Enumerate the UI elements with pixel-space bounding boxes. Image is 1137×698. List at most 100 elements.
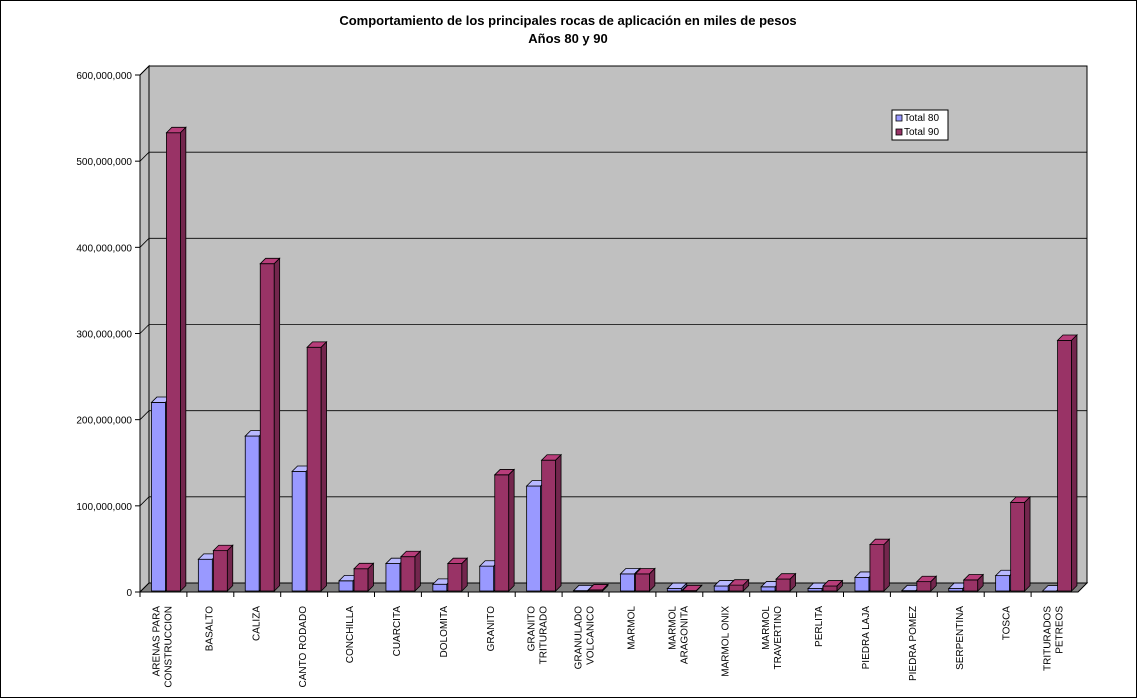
gridline-side xyxy=(139,324,150,334)
bar-total-80 xyxy=(385,563,401,592)
y-tick-label: 400,000,000 xyxy=(76,243,132,254)
bar-total-90 xyxy=(869,544,885,592)
chart-subtitle: Años 80 y 90 xyxy=(528,31,608,46)
category-label: MARMOL xyxy=(626,606,637,650)
bar-total-80 xyxy=(854,576,870,592)
category-label: PIEDRA LAJA xyxy=(861,606,872,670)
category-label: CUARCITA xyxy=(392,606,403,657)
category-label: TRAVERTINO xyxy=(773,606,784,670)
category-label: MARMOL xyxy=(761,606,772,650)
bar-side xyxy=(508,468,515,592)
bar-side xyxy=(649,567,656,592)
bar-total-90 xyxy=(822,585,838,592)
category-label: VOLCANICO xyxy=(586,606,597,665)
bar-side xyxy=(930,575,937,592)
category-label: CALIZA xyxy=(251,606,262,641)
category-label: CONSTRUCCION xyxy=(163,606,174,688)
chart-title: Comportamiento de los principales rocas … xyxy=(339,13,796,28)
bar-total-90 xyxy=(306,346,322,592)
bar-side xyxy=(1024,496,1031,592)
bar-total-90 xyxy=(541,459,557,592)
category-label: CONCHILLA xyxy=(345,606,356,664)
bar-side xyxy=(1071,334,1078,592)
category-label: BASALTO xyxy=(204,606,215,651)
bar-side xyxy=(742,578,750,592)
bar-side xyxy=(977,573,984,592)
bar-side xyxy=(836,579,843,592)
bar-total-90 xyxy=(212,550,228,592)
bar-total-80 xyxy=(995,575,1011,592)
category-label: SERPENTINA xyxy=(955,606,966,670)
bar-total-80 xyxy=(760,586,776,592)
y-tick-label: 500,000,000 xyxy=(76,157,132,168)
y-tick-label: 600,000,000 xyxy=(76,71,132,82)
bar-total-80 xyxy=(151,402,166,592)
bar-side xyxy=(789,572,796,592)
bar-total-90 xyxy=(775,578,791,592)
y-tick-label: 0 xyxy=(126,588,132,599)
bar-total-80 xyxy=(713,585,729,592)
bar-side xyxy=(414,550,421,592)
bar-side xyxy=(180,126,187,592)
bar-side xyxy=(367,562,374,592)
category-label: MARMOL ONIX xyxy=(720,606,731,677)
category-label: DOLOMITA xyxy=(439,606,450,658)
bar-total-90 xyxy=(635,573,650,592)
bar-side xyxy=(555,453,562,592)
legend-swatch-total-90 xyxy=(895,128,903,136)
bar-total-80 xyxy=(244,435,260,592)
bar-total-80 xyxy=(620,573,635,592)
category-label: CANTO RODADO xyxy=(298,606,309,688)
category-label: MARMOL xyxy=(667,606,678,650)
category-label: PETREOS xyxy=(1055,606,1066,654)
gridline-side xyxy=(139,410,150,420)
gridline-side xyxy=(139,238,150,248)
gridline-side xyxy=(139,151,150,162)
bar-total-90 xyxy=(447,563,463,592)
bar-total-90 xyxy=(400,556,416,592)
legend-label-total-90: Total 90 xyxy=(904,127,939,138)
bar-total-80 xyxy=(432,583,448,592)
category-label: PERLITA xyxy=(814,606,825,647)
category-label: TRITURADOS xyxy=(1043,606,1054,671)
legend-label-total-80: Total 80 xyxy=(904,113,939,124)
y-tick-label: 200,000,000 xyxy=(76,416,132,427)
bar-total-90 xyxy=(1057,339,1072,592)
category-label: ARENAS PARA xyxy=(151,606,162,677)
category-label: GRANITO xyxy=(527,606,538,652)
bar-total-90 xyxy=(963,579,979,592)
category-label: TRITURADO xyxy=(539,606,550,665)
bar-side xyxy=(602,583,609,592)
bar-total-90 xyxy=(166,132,181,592)
category-label: PIEDRA POMEZ xyxy=(908,606,919,681)
bar-side xyxy=(883,538,890,592)
bar-total-80 xyxy=(526,485,542,592)
plot-area: 0 100,000,000 200,000,000 300,000,000 400,00… xyxy=(76,64,1089,688)
y-tick-label: 300,000,000 xyxy=(76,330,132,341)
bar-side xyxy=(320,340,327,592)
bar-side xyxy=(273,257,281,592)
bar-total-90 xyxy=(1010,501,1026,592)
bar-side xyxy=(226,544,234,592)
category-label: GRANULADO xyxy=(574,606,585,670)
bar-side xyxy=(695,584,703,592)
gridline-side xyxy=(139,65,150,76)
legend-swatch-total-80 xyxy=(895,114,903,122)
category-label: TOSCA xyxy=(1002,606,1013,641)
bar-total-80 xyxy=(479,565,495,592)
bar-side xyxy=(461,557,468,592)
chart-floor xyxy=(138,582,1089,593)
bar-total-90 xyxy=(494,474,510,592)
category-label: ARAGONITA xyxy=(679,606,690,664)
category-label: GRANITO xyxy=(486,606,497,652)
bar-total-80 xyxy=(197,558,213,592)
bar-total-80 xyxy=(338,580,354,592)
legend: Total 80 Total 90 xyxy=(891,109,949,141)
bar-total-90 xyxy=(728,584,744,592)
bar-total-90 xyxy=(353,568,369,592)
gridline-side xyxy=(139,496,150,507)
y-tick-label: 100,000,000 xyxy=(76,502,132,513)
bar-total-80 xyxy=(291,470,307,592)
bar-total-90 xyxy=(259,263,275,592)
